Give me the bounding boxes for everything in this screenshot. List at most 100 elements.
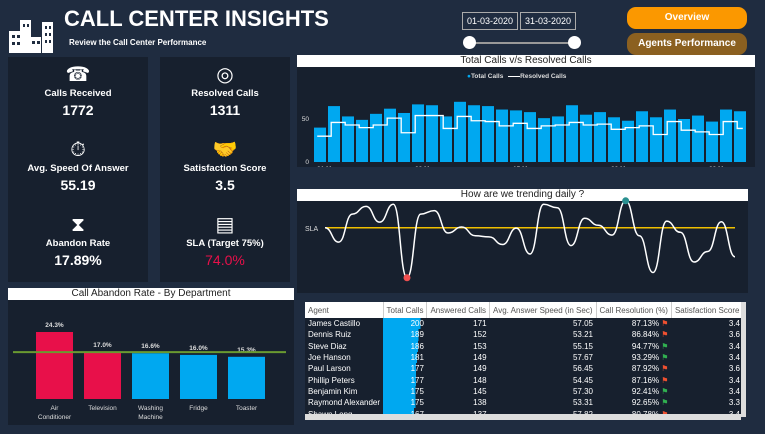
y-tick-label: 0 (305, 159, 309, 166)
category-label-line: Conditioner (38, 414, 72, 421)
call-resolution: 92.65% ⚑ (596, 397, 671, 408)
total-calls: 189 (383, 329, 427, 341)
total-calls-bar (370, 113, 382, 162)
kpi-value: 1311 (209, 102, 241, 118)
total-calls-bar (384, 108, 396, 162)
kpi-value: 17.89% (54, 252, 102, 268)
answered-calls: 149 (473, 353, 487, 363)
agent-name: Phillip Peters (308, 375, 355, 385)
kpi-card: ◎ Resolved Calls 1311 (160, 62, 290, 118)
legend-resolved-calls: Resolved Calls (520, 73, 567, 80)
column-header[interactable]: Call Resolution (%) (596, 302, 672, 318)
stopwatch-icon: ⏱ (70, 139, 86, 161)
call-resolution-value: 87.92% (631, 364, 660, 374)
total-vs-resolved-chart: Total Calls v/s Resolved Calls ●Total Ca… (297, 55, 755, 167)
call-resolution-value: 92.65% (631, 398, 660, 408)
table-row[interactable]: Raymond Alexander 175 138 53.31 92.65% ⚑… (305, 397, 741, 409)
column-header[interactable]: Agent (305, 302, 384, 318)
kpi-label: Avg. Speed Of Answer (27, 163, 129, 174)
total-calls-bar (482, 106, 494, 162)
kpi-card: ⏱ Avg. Speed Of Answer 55.19 (8, 137, 148, 193)
category-label: Washing Machine (138, 405, 163, 421)
table-row[interactable]: Dennis Ruiz 189 152 53.21 86.84% ⚑ 3.6 (305, 329, 741, 341)
telephone-icon: ☎ (65, 64, 91, 86)
kpi-tile-left (8, 57, 148, 282)
overview-button[interactable]: Overview (627, 7, 747, 29)
legend-line-icon (508, 75, 521, 78)
total-calls-bar (692, 115, 704, 162)
agent-name: Raymond Alexander (308, 398, 381, 408)
column-header[interactable]: Total Calls (383, 302, 428, 318)
department-bar (84, 352, 121, 399)
total-calls-bar (398, 112, 410, 162)
agents-performance-button[interactable]: Agents Performance (627, 33, 747, 55)
satisfaction-score: 3.6 (728, 330, 740, 340)
kpi-tile-right (160, 57, 290, 282)
kpi-label: Resolved Calls (191, 88, 259, 99)
horizontal-scrollbar[interactable] (305, 414, 741, 420)
total-calls-bar (538, 118, 550, 162)
total-calls-bar (734, 111, 746, 162)
agent-name: Dennis Ruiz (308, 330, 352, 340)
date-slider-start-handle[interactable] (463, 36, 476, 49)
kpi-card: 🤝 Satisfaction Score 3.5 (160, 137, 290, 193)
total-calls-bar (314, 127, 326, 162)
table-row[interactable]: Steve Diaz 186 153 55.15 94.77% ⚑ 3.4 (305, 340, 741, 352)
column-header[interactable]: Satisfaction Score (671, 302, 741, 318)
kpi-value: 1772 (62, 102, 94, 118)
table-row[interactable]: Benjamin Kim 175 145 57.30 92.41% ⚑ 3.4 (305, 385, 741, 398)
total-calls-bar (636, 111, 648, 162)
category-label-line: Washing (138, 405, 163, 412)
column-header[interactable]: Answered Calls (426, 302, 491, 318)
answered-calls: 152 (473, 330, 487, 340)
total-calls-bar (426, 105, 438, 162)
table-row[interactable]: Paul Larson 177 149 56.45 87.92% ⚑ 3.6 (305, 363, 741, 375)
table-row[interactable]: Joe Hanson 181 149 57.67 93.29% ⚑ 3.4 (305, 351, 741, 364)
department-bar (228, 356, 265, 399)
green-flag-icon: ⚑ (661, 386, 669, 396)
chart-title: Call Abandon Rate - By Department (8, 288, 294, 300)
kpi-card: ▤ SLA (Target 75%) 74.0% (160, 212, 290, 268)
column-header[interactable]: Avg. Answer Speed (in Sec) (489, 302, 597, 318)
red-flag-icon: ⚑ (661, 330, 669, 340)
table-row[interactable]: James Castillo 200 171 57.05 87.13% ⚑ 3.… (305, 318, 741, 330)
buildings-logo-icon (9, 20, 53, 53)
kpi-label: Calls Received (44, 88, 112, 99)
chart-legend: ●Total Calls Resolved Calls (467, 73, 566, 80)
target-icon: ◎ (216, 64, 234, 86)
chart-title: How are we trending daily ? (297, 189, 748, 201)
call-resolution-value: 92.41% (631, 386, 660, 396)
total-calls-bar (328, 106, 340, 162)
bar-value-label: 16.0% (189, 345, 208, 352)
sla-label: SLA (305, 226, 319, 233)
total-calls: 177 (383, 374, 427, 386)
total-calls-bar (510, 110, 522, 162)
vertical-scrollbar[interactable] (741, 302, 746, 417)
total-calls-bar (524, 112, 536, 162)
call-resolution-value: 86.84% (631, 330, 660, 340)
table-row[interactable]: Phillip Peters 177 148 54.45 87.16% ⚑ 3.… (305, 374, 741, 386)
kpi-label: Satisfaction Score (183, 163, 267, 174)
total-calls: 181 (383, 351, 427, 364)
satisfaction-score: 3.4 (728, 319, 740, 329)
presentation-board-icon: ▤ (215, 214, 235, 236)
red-flag-icon: ⚑ (661, 319, 669, 329)
x-tick-label: 08 Mar (415, 166, 436, 167)
green-flag-icon: ⚑ (661, 341, 669, 351)
call-resolution: 93.29% ⚑ (596, 352, 671, 363)
call-resolution: 87.16% ⚑ (596, 374, 671, 385)
call-resolution-value: 94.77% (631, 341, 660, 351)
date-slider-track[interactable] (470, 42, 576, 44)
start-date-input[interactable]: 01-03-2020 (462, 12, 519, 30)
category-label-line: Machine (138, 414, 163, 421)
kpi-value: 3.5 (215, 177, 235, 193)
x-tick-label: 01 Mar (317, 166, 338, 167)
end-date-input[interactable]: 31-03-2020 (520, 12, 577, 30)
date-slider-end-handle[interactable] (568, 36, 581, 49)
answered-calls: 138 (473, 398, 487, 408)
avg-answer-speed: 53.31 (572, 398, 593, 408)
legend-total-calls: Total Calls (470, 73, 504, 80)
answered-calls: 149 (473, 364, 487, 374)
avg-answer-speed: 57.05 (572, 319, 593, 329)
total-calls-bar (552, 116, 564, 162)
